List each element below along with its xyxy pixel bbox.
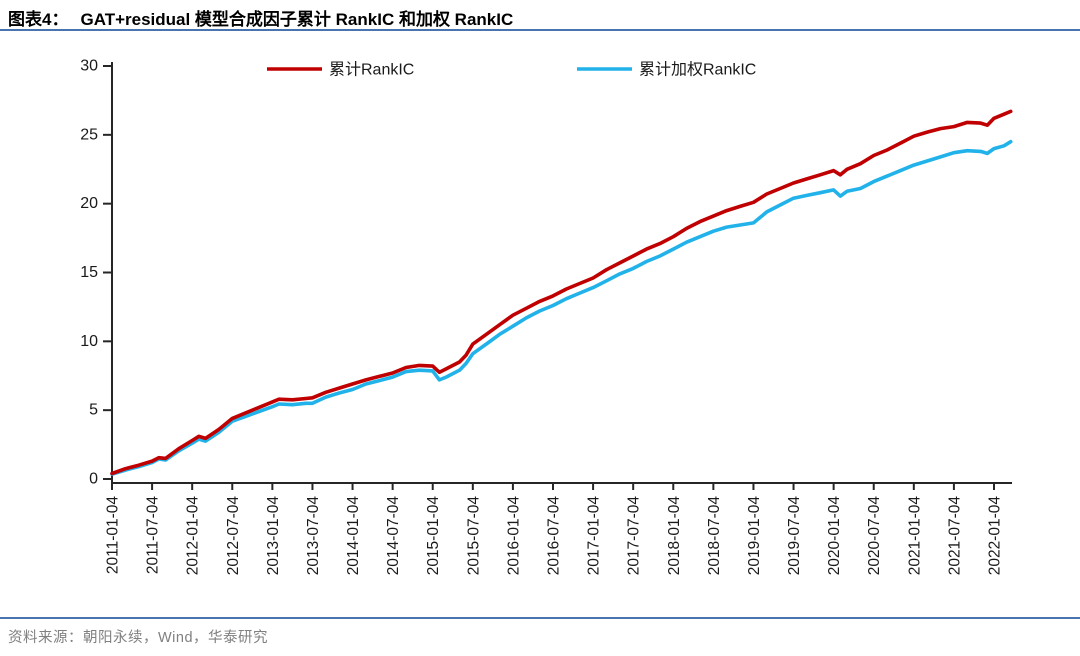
- x-tick-label: 2011-01-04: [105, 496, 122, 575]
- source-note: 资料来源：朝阳永续，Wind，华泰研究: [8, 630, 269, 646]
- x-tick-label: 2020-01-04: [826, 496, 843, 576]
- y-axis-ticks: 0 5 10 15 20 25 30: [80, 58, 112, 488]
- x-tick-label: 2012-07-04: [225, 496, 242, 576]
- x-tick-label: 2014-01-04: [345, 496, 362, 576]
- y-tick-label: 10: [80, 333, 98, 350]
- series-line-cumulative-weighted-rankic: [110, 139, 1013, 477]
- x-tick-label: 2016-07-04: [546, 496, 563, 576]
- x-tick-label: 2013-01-04: [265, 496, 282, 576]
- x-tick-label: 2021-01-04: [906, 496, 923, 576]
- x-tick-label: 2018-07-04: [706, 496, 723, 576]
- axes: [111, 62, 1012, 484]
- x-tick-label: 2015-01-04: [425, 496, 442, 576]
- legend-label: 累计RankIC: [329, 61, 414, 79]
- x-tick-label: 2013-07-04: [305, 496, 322, 576]
- x-tick-label: 2016-01-04: [505, 496, 522, 576]
- x-tick-label: 2021-07-04: [946, 496, 963, 576]
- series-line-cumulative-rankic: [110, 109, 1013, 476]
- figure-title: GAT+residual 模型合成因子累计 RankIC 和加权 RankIC: [80, 10, 514, 29]
- y-tick-label: 15: [80, 264, 98, 281]
- legend-item-cumulative-rankic: 累计RankIC: [267, 61, 414, 79]
- x-tick-label: 2019-01-04: [746, 496, 763, 576]
- x-tick-label: 2014-07-04: [385, 496, 402, 576]
- figure-title-row: 图表4： GAT+residual 模型合成因子累计 RankIC 和加权 Ran…: [8, 5, 1072, 30]
- x-axis-ticks: 2011-01-04 2011-07-04 2012-01-04 2012-07-04…: [105, 483, 1004, 575]
- x-tick-label: 2019-07-04: [786, 496, 803, 576]
- x-tick-label: 2015-07-04: [465, 496, 482, 576]
- figure-number-label: 图表4：: [8, 10, 69, 29]
- y-tick-label: 25: [80, 126, 98, 143]
- x-tick-label: 2020-07-04: [866, 496, 883, 576]
- x-tick-label: 2022-01-04: [987, 496, 1004, 576]
- x-tick-label: 2012-01-04: [185, 496, 202, 576]
- title-divider-line: [0, 29, 1080, 31]
- y-tick-label: 30: [80, 58, 98, 75]
- x-tick-label: 2017-01-04: [586, 496, 603, 576]
- x-tick-label: 2018-01-04: [666, 496, 683, 576]
- legend-item-cumulative-weighted-rankic: 累计加权RankIC: [577, 61, 756, 79]
- legend-label: 累计加权RankIC: [639, 61, 756, 79]
- footer-divider-line: [0, 617, 1080, 619]
- y-tick-label: 20: [80, 195, 98, 212]
- x-tick-label: 2017-07-04: [626, 496, 643, 576]
- x-tick-label: 2011-07-04: [145, 496, 162, 575]
- legend: 累计RankIC 累计加权RankIC: [267, 61, 756, 79]
- y-tick-label: 0: [89, 471, 98, 488]
- y-tick-label: 5: [89, 402, 98, 419]
